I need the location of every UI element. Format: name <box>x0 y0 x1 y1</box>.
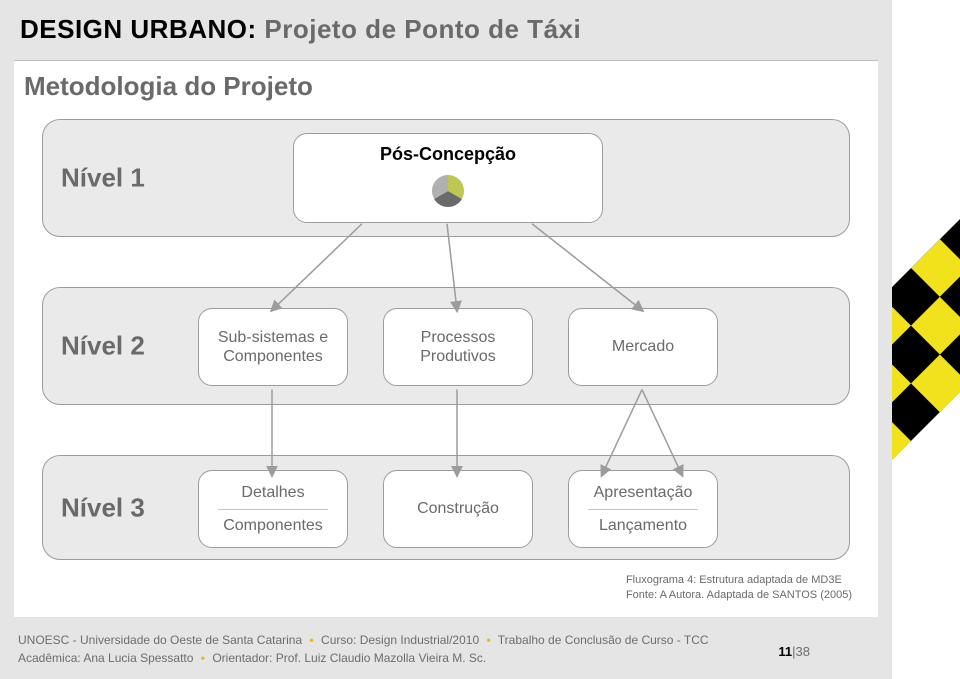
card-text: Mercado <box>612 337 674 356</box>
level-2-card-2: Mercado <box>568 308 718 386</box>
level-2-label: Nível 2 <box>61 331 145 362</box>
card-text: Construção <box>417 499 499 518</box>
level-1-panel: Nível 1 Pós-Concepção <box>42 119 850 237</box>
level-3-card-0: Detalhes Componentes <box>198 470 348 548</box>
page-current: 11 <box>778 644 792 659</box>
level-3-card-1: Construção <box>383 470 533 548</box>
card-text: Apresentação <box>594 483 693 502</box>
level-3-panel: Nível 3 Detalhes Componentes Construção … <box>42 455 850 560</box>
title-bold: DESIGN URBANO: <box>20 14 257 44</box>
card-text: Lançamento <box>588 509 698 535</box>
level-3-label: Nível 3 <box>61 492 145 523</box>
page-total: 38 <box>796 644 810 659</box>
page: DESIGN URBANO: Projeto de Ponto de Táxi … <box>0 0 892 679</box>
level-3-card-2: Apresentação Lançamento <box>568 470 718 548</box>
card-text: Detalhes <box>241 483 304 502</box>
page-number: 11|38 <box>778 644 810 659</box>
footer-author: Acadêmica: Ana Lucia Spessatto <box>18 651 193 665</box>
pie-icon <box>429 172 467 210</box>
card-text: Produtivos <box>420 347 496 366</box>
card-text: Processos <box>421 328 496 347</box>
level-2-panel: Nível 2 Sub-sistemas e Componentes Proce… <box>42 287 850 405</box>
footer-course: Curso: Design Industrial/2010 <box>321 633 479 647</box>
bullet-icon: • <box>305 633 317 647</box>
section-title: Metodologia do Projeto <box>24 71 313 102</box>
page-title: DESIGN URBANO: Projeto de Ponto de Táxi <box>20 14 581 45</box>
card-text: Sub-sistemas e <box>218 328 328 347</box>
footer-tcc: Trabalho de Conclusão de Curso - TCC <box>498 633 709 647</box>
card-text: Componentes <box>218 509 328 535</box>
bullet-icon: • <box>197 651 209 665</box>
level-2-card-1: Processos Produtivos <box>383 308 533 386</box>
title-rest: Projeto de Ponto de Táxi <box>257 14 582 44</box>
citation-line-2: Fonte: A Autora. Adaptada de SANTOS (200… <box>626 588 852 603</box>
footer-univ: UNOESC - Universidade do Oeste de Santa … <box>18 633 302 647</box>
level-1-card: Pós-Concepção <box>293 133 603 223</box>
footer-line-1: UNOESC - Universidade do Oeste de Santa … <box>18 631 802 649</box>
citation-line-1: Fluxograma 4: Estrutura adaptada de MD3E <box>626 573 852 588</box>
footer-advisor: Orientador: Prof. Luiz Claudio Mazolla V… <box>212 651 486 665</box>
footer: UNOESC - Universidade do Oeste de Santa … <box>18 631 802 667</box>
level-1-label: Nível 1 <box>61 163 145 194</box>
citation: Fluxograma 4: Estrutura adaptada de MD3E… <box>626 573 852 603</box>
card-text: Componentes <box>223 347 323 366</box>
diagram: Nível 1 Pós-Concepção Nível 2 <box>42 119 850 597</box>
level-1-card-title: Pós-Concepção <box>380 144 516 166</box>
content-panel: Metodologia do Projeto Nível 1 Pós-Conce… <box>14 60 878 617</box>
footer-line-2: Acadêmica: Ana Lucia Spessatto • Orienta… <box>18 649 802 667</box>
bullet-icon: • <box>482 633 494 647</box>
level-2-card-0: Sub-sistemas e Componentes <box>198 308 348 386</box>
